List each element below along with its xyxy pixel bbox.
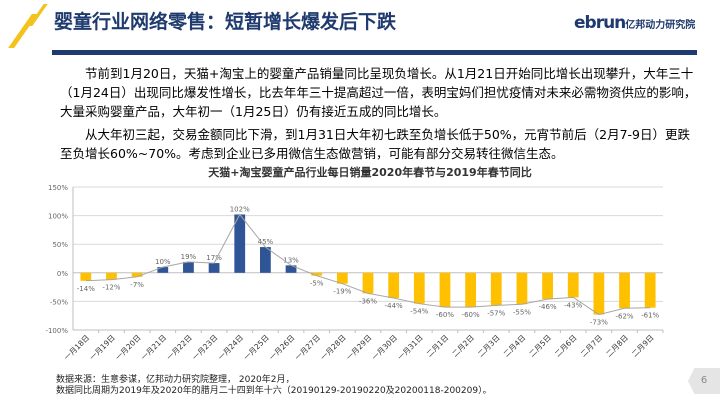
data-label: 13% (283, 256, 299, 264)
x-tick-label: 二月7日 (579, 333, 605, 359)
source-line-1: 数据来源：生意参谋，亿邦动力研究院整理， 2020年2月， (56, 375, 295, 385)
bar (644, 272, 656, 308)
bar (465, 272, 476, 308)
x-tick-label: 一月28日 (319, 333, 348, 362)
brand-logo: ebrun亿邦动力研究院 (574, 13, 696, 33)
x-tick-label: 一月26日 (267, 333, 296, 362)
x-tick-label: 一月18日 (62, 333, 91, 362)
x-tick-label: 一月25日 (242, 333, 271, 362)
bar (260, 247, 271, 273)
data-label: -43% (564, 301, 582, 309)
x-tick-label: 一月30日 (370, 333, 399, 362)
data-label: 102% (230, 205, 250, 213)
x-tick-label: 一月19日 (88, 333, 117, 362)
y-tick-label: 0% (57, 270, 68, 278)
bar (490, 272, 502, 306)
page-number: 6 (688, 368, 720, 394)
bar (183, 261, 194, 273)
bar (208, 263, 220, 273)
x-tick-label: 二月8日 (604, 333, 630, 359)
data-label: -12% (102, 284, 120, 292)
x-tick-label: 一月21日 (139, 333, 168, 362)
bar (516, 272, 528, 305)
x-tick-label: 二月9日 (630, 333, 656, 359)
data-label: -44% (385, 302, 403, 310)
bar (362, 272, 374, 294)
chart-title: 天猫+淘宝婴童产品行业每日销量2020年春节与2019年春节同比 (208, 165, 531, 179)
bar (567, 272, 579, 298)
data-label: -62% (615, 312, 633, 320)
x-tick-label: 二月3日 (476, 333, 502, 359)
bar (619, 272, 630, 309)
data-label: -7% (130, 281, 144, 289)
bar (413, 272, 425, 304)
data-source-note: 数据来源：生意参谋，亿邦动力研究院整理， 2020年2月， 数据同比周期为201… (56, 375, 492, 397)
data-label: -61% (641, 312, 659, 320)
data-label: 45% (258, 238, 274, 246)
data-label: -36% (359, 297, 377, 305)
data-label: -54% (410, 308, 428, 316)
trend-line (85, 213, 651, 316)
data-label: -60% (462, 311, 480, 319)
data-label: -73% (590, 319, 608, 327)
bar (311, 272, 323, 276)
x-tick-label: 二月5日 (527, 333, 553, 359)
y-tick-label: 150% (48, 184, 68, 192)
bar (80, 272, 92, 281)
bar (336, 272, 348, 284)
bar (106, 272, 117, 280)
bar-chart: 天猫+淘宝婴童产品行业每日销量2020年春节与2019年春节同比 150% 100… (45, 165, 664, 362)
data-label: -55% (513, 308, 531, 316)
slide-title: 婴童行业网络零售：短暂增长爆发后下跌 (54, 11, 397, 33)
data-label: 17% (206, 254, 222, 262)
data-label: 10% (155, 258, 171, 266)
x-tick-label: 一月22日 (165, 333, 194, 362)
data-label: -57% (487, 309, 505, 317)
x-tick-label: 一月24日 (216, 333, 245, 362)
x-tick-label: 二月1日 (425, 333, 451, 359)
bar (388, 272, 400, 298)
x-tick-label: 二月6日 (553, 333, 579, 359)
data-label: -46% (539, 303, 557, 311)
bar (285, 265, 297, 273)
bar (439, 272, 451, 308)
x-tick-label: 一月20日 (114, 333, 143, 362)
paragraph-2: 从大年初三起，交易金额同比下滑，到1月31日大年初七跌至负增长低于50%，元宵节… (60, 127, 691, 161)
bar (157, 267, 169, 273)
data-label: 19% (181, 253, 197, 261)
x-tick-label: 一月29日 (344, 333, 373, 362)
paragraph-1: 节前到1月20日，天猫+淘宝上的婴童产品销量同比呈现负增长。从1月21日开始同比… (60, 66, 697, 119)
source-line-2: 数据同比周期为2019年及2020年的腊月二十四到年十六（20190129-20… (56, 386, 492, 396)
y-tick-label: 100% (48, 213, 68, 221)
data-label: -19% (333, 288, 351, 296)
bar (542, 272, 553, 300)
x-tick-label: 一月23日 (190, 333, 219, 362)
title-rule (52, 50, 697, 55)
y-tick-label: -50% (50, 298, 68, 306)
bar (131, 272, 143, 277)
data-label: -14% (77, 285, 95, 293)
x-tick-label: 二月2日 (450, 333, 476, 359)
y-tick-label: 50% (52, 241, 68, 249)
bar (234, 214, 246, 273)
y-tick-label: -100% (45, 327, 68, 335)
x-tick-label: 二月4日 (502, 333, 528, 359)
x-tick-label: 一月31日 (396, 333, 425, 362)
bar (593, 272, 605, 315)
data-label: -5% (310, 280, 324, 288)
x-tick-label: 一月27日 (293, 333, 322, 362)
data-label: -60% (436, 311, 454, 319)
